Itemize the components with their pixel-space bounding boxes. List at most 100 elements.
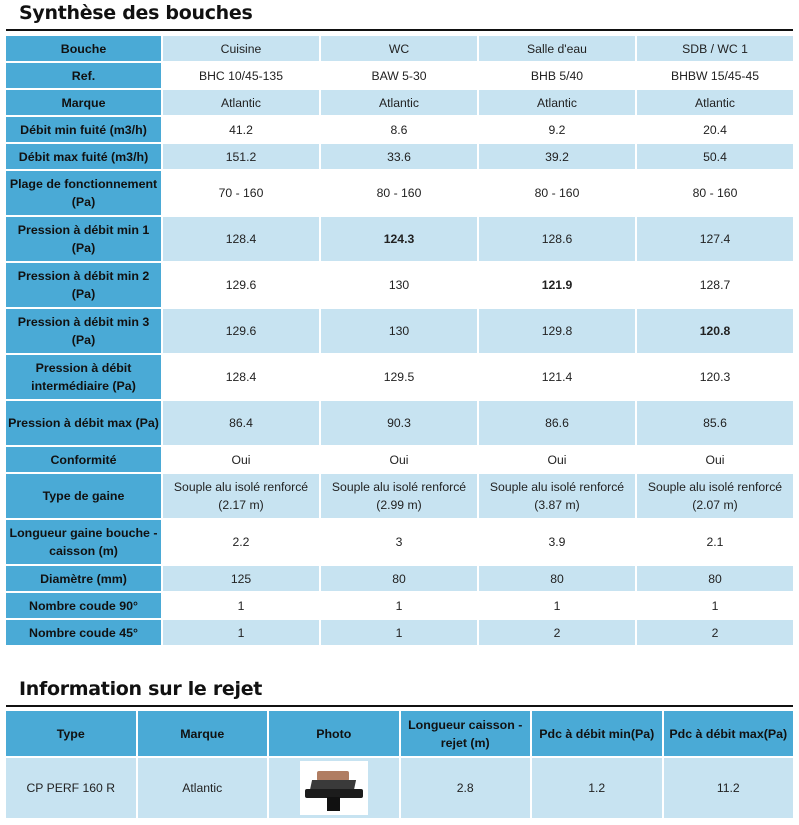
column-header: Salle d'eau (479, 36, 635, 61)
table-cell: Souple alu isolé renforcé (2.07 m) (637, 474, 793, 518)
table-cell: 80 - 160 (321, 171, 477, 215)
rejet-photo-cell (269, 758, 399, 818)
table-cell: 1 (321, 620, 477, 645)
table-cell: 1 (163, 593, 319, 618)
table-cell: 86.4 (163, 401, 319, 445)
table-row: Nombre coude 45° 1 1 2 2 (6, 620, 793, 645)
table-row: Ref. BHC 10/45-135 BAW 5-30 BHB 5/40 BHBW 15… (6, 63, 793, 88)
table-cell: Atlantic (637, 90, 793, 115)
title-underline (6, 705, 793, 707)
table-cell: 80 (637, 566, 793, 591)
row-label: Débit max fuité (m3/h) (6, 144, 161, 169)
table-cell: 2 (637, 620, 793, 645)
rejet-longueur-cell: 2.8 (400, 758, 530, 818)
table-cell: BAW 5-30 (321, 63, 477, 88)
table-cell: BHB 5/40 (479, 63, 635, 88)
table-cell: 80 (479, 566, 635, 591)
table-cell: BHC 10/45-135 (163, 63, 319, 88)
column-header: Cuisine (163, 36, 319, 61)
table-row: Pression à débit min 3 (Pa) 129.6 130 129.8… (6, 309, 793, 353)
table-cell: 41.2 (163, 117, 319, 142)
table-cell: 128.4 (163, 217, 319, 261)
table-cell: 3.9 (479, 520, 635, 564)
table-cell: 129.6 (163, 263, 319, 307)
table-cell: 125 (163, 566, 319, 591)
table-cell: Souple alu isolé renforcé (3.87 m) (479, 474, 635, 518)
table-row: Plage de fonctionnement (Pa) 70 - 160 80 -… (6, 171, 793, 215)
table-cell: 9.2 (479, 117, 635, 142)
table-header-row: Bouche Cuisine WC Salle d'eau SDB / WC 1 (6, 36, 793, 61)
row-label: Pression à débit intermédiaire (Pa) (6, 355, 161, 399)
table-cell: 128.6 (479, 217, 635, 261)
table-row: Diamètre (mm) 125 80 80 80 (6, 566, 793, 591)
table-cell: 1 (321, 593, 477, 618)
row-label: Pression à débit min 2 (Pa) (6, 263, 161, 307)
row-label: Marque (6, 90, 161, 115)
row-label: Type de gaine (6, 474, 161, 518)
rejet-table: Type Marque Photo Longueur caisson - rej… (4, 709, 795, 820)
rejet-pdc-min-cell: 1.2 (532, 758, 662, 818)
table-cell: 20.4 (637, 117, 793, 142)
table-cell: 1 (163, 620, 319, 645)
table-cell: Atlantic (321, 90, 477, 115)
table-row: Pression à débit min 2 (Pa) 129.6 130 121.9… (6, 263, 793, 307)
table-cell: Oui (321, 447, 477, 472)
table-row: Marque Atlantic Atlantic Atlantic Atlantic (6, 90, 793, 115)
table-cell: 128.4 (163, 355, 319, 399)
table-cell: 151.2 (163, 144, 319, 169)
table-cell: 90.3 (321, 401, 477, 445)
table-cell: 50.4 (637, 144, 793, 169)
row-label: Conformité (6, 447, 161, 472)
table-row: Conformité Oui Oui Oui Oui (6, 447, 793, 472)
table-cell: 85.6 (637, 401, 793, 445)
table-row: Pression à débit max (Pa) 86.4 90.3 86.6 85.… (6, 401, 793, 445)
table-cell: 124.3 (321, 217, 477, 261)
column-header: SDB / WC 1 (637, 36, 793, 61)
rejet-header-type: Type (6, 711, 136, 756)
row-label: Nombre coude 45° (6, 620, 161, 645)
table-cell: 8.6 (321, 117, 477, 142)
rejet-type-cell: CP PERF 160 R (6, 758, 136, 818)
row-label: Ref. (6, 63, 161, 88)
rejet-data-row: CP PERF 160 R Atlantic 2.8 1.2 11.2 (6, 758, 793, 818)
table-cell: 128.7 (637, 263, 793, 307)
table-cell: 129.6 (163, 309, 319, 353)
table-cell: 33.6 (321, 144, 477, 169)
table-cell: 2 (479, 620, 635, 645)
row-label: Pression à débit min 1 (Pa) (6, 217, 161, 261)
rejet-header-pdc-min: Pdc à débit min(Pa) (532, 711, 662, 756)
table-row: Nombre coude 90° 1 1 1 1 (6, 593, 793, 618)
roof-outlet-photo (299, 761, 368, 815)
row-label: Pression à débit min 3 (Pa) (6, 309, 161, 353)
table-cell: Atlantic (163, 90, 319, 115)
table-cell: 1 (637, 593, 793, 618)
table-cell: 127.4 (637, 217, 793, 261)
table-cell: 2.1 (637, 520, 793, 564)
table-cell: 80 - 160 (637, 171, 793, 215)
table-cell: 130 (321, 263, 477, 307)
table-row: Pression à débit min 1 (Pa) 128.4 124.3 128… (6, 217, 793, 261)
table-row: Pression à débit intermédiaire (Pa) 128.4… (6, 355, 793, 399)
row-label: Pression à débit max (Pa) (6, 401, 161, 445)
column-header-bouche: Bouche (6, 36, 161, 61)
rejet-marque-cell: Atlantic (137, 758, 267, 818)
table-row: Débit min fuité (m3/h) 41.2 8.6 9.2 20.4 (6, 117, 793, 142)
table-cell: 121.9 (479, 263, 635, 307)
row-label: Plage de fonctionnement (Pa) (6, 171, 161, 215)
rejet-header-longueur: Longueur caisson - rejet (m) (400, 711, 530, 756)
table-cell: 130 (321, 309, 477, 353)
table-cell: Oui (479, 447, 635, 472)
table-cell: 120.8 (637, 309, 793, 353)
title-underline (6, 29, 793, 31)
table-row: Longueur gaine bouche - caisson (m) 2.2 3 3… (6, 520, 793, 564)
table-cell: Atlantic (479, 90, 635, 115)
table-cell: 80 - 160 (479, 171, 635, 215)
table-cell: 121.4 (479, 355, 635, 399)
column-header: WC (321, 36, 477, 61)
row-label: Débit min fuité (m3/h) (6, 117, 161, 142)
table-row: Débit max fuité (m3/h) 151.2 33.6 39.2 50.4 (6, 144, 793, 169)
table-cell: 120.3 (637, 355, 793, 399)
table-cell: 39.2 (479, 144, 635, 169)
section-title-bouches: Synthèse des bouches (19, 2, 253, 24)
table-row: Type de gaine Souple alu isolé renforcé (… (6, 474, 793, 518)
